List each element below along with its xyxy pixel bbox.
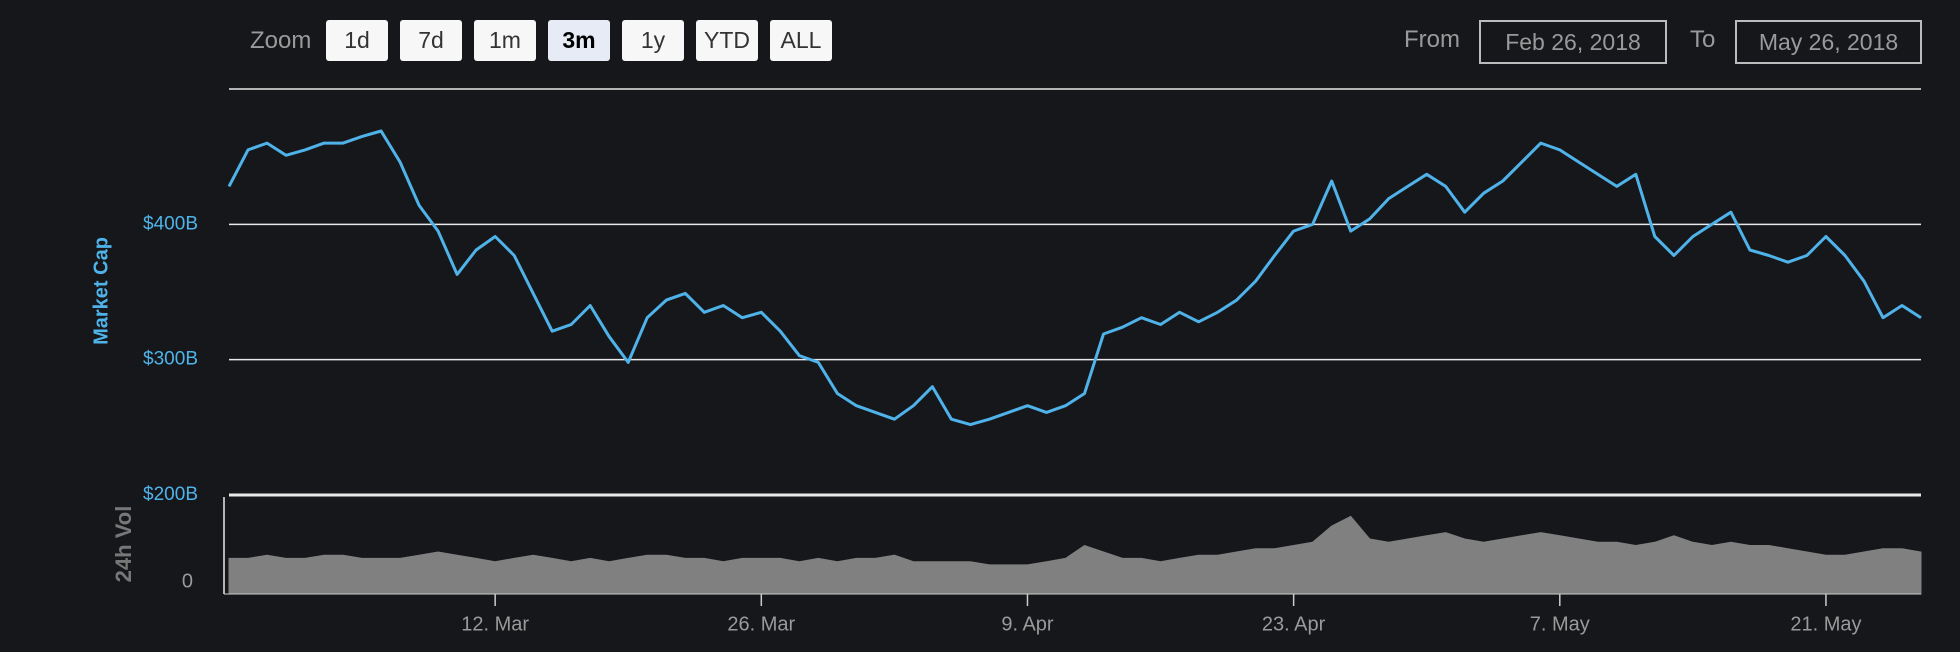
zoom-button[interactable]: 1d xyxy=(326,20,388,61)
y2-tick-label: 0 xyxy=(182,570,193,592)
zoom-button[interactable]: 1y xyxy=(622,20,684,61)
y-axis-title: Market Cap xyxy=(90,237,112,345)
x-tick-label: 26. Mar xyxy=(727,613,795,635)
x-tick-label: 12. Mar xyxy=(461,613,529,635)
to-label: To xyxy=(1690,26,1716,53)
y-tick-label: $300B xyxy=(143,349,198,370)
zoom-button[interactable]: 3m xyxy=(548,20,610,61)
market-cap-line xyxy=(227,129,1922,427)
zoom-button[interactable]: ALL xyxy=(770,20,832,61)
x-tick-label: 21. May xyxy=(1790,613,1861,635)
from-date[interactable]: Feb 26, 2018 xyxy=(1479,20,1667,64)
volume-area xyxy=(228,515,1922,595)
zoom-button[interactable]: 7d xyxy=(400,20,462,61)
y-tick-label: $200B xyxy=(143,484,198,505)
y-tick-label: $400B xyxy=(143,213,198,234)
x-tick-label: 9. Apr xyxy=(1001,613,1054,635)
x-tick-label: 23. Apr xyxy=(1262,613,1326,635)
zoom-button[interactable]: 1m xyxy=(474,20,536,61)
y2-axis-title: 24h Vol xyxy=(111,506,136,583)
zoom-button[interactable]: YTD xyxy=(696,20,758,61)
x-tick-label: 7. May xyxy=(1530,613,1590,635)
to-date[interactable]: May 26, 2018 xyxy=(1735,20,1922,64)
from-label: From xyxy=(1404,26,1460,53)
zoom-label: Zoom xyxy=(250,27,312,54)
